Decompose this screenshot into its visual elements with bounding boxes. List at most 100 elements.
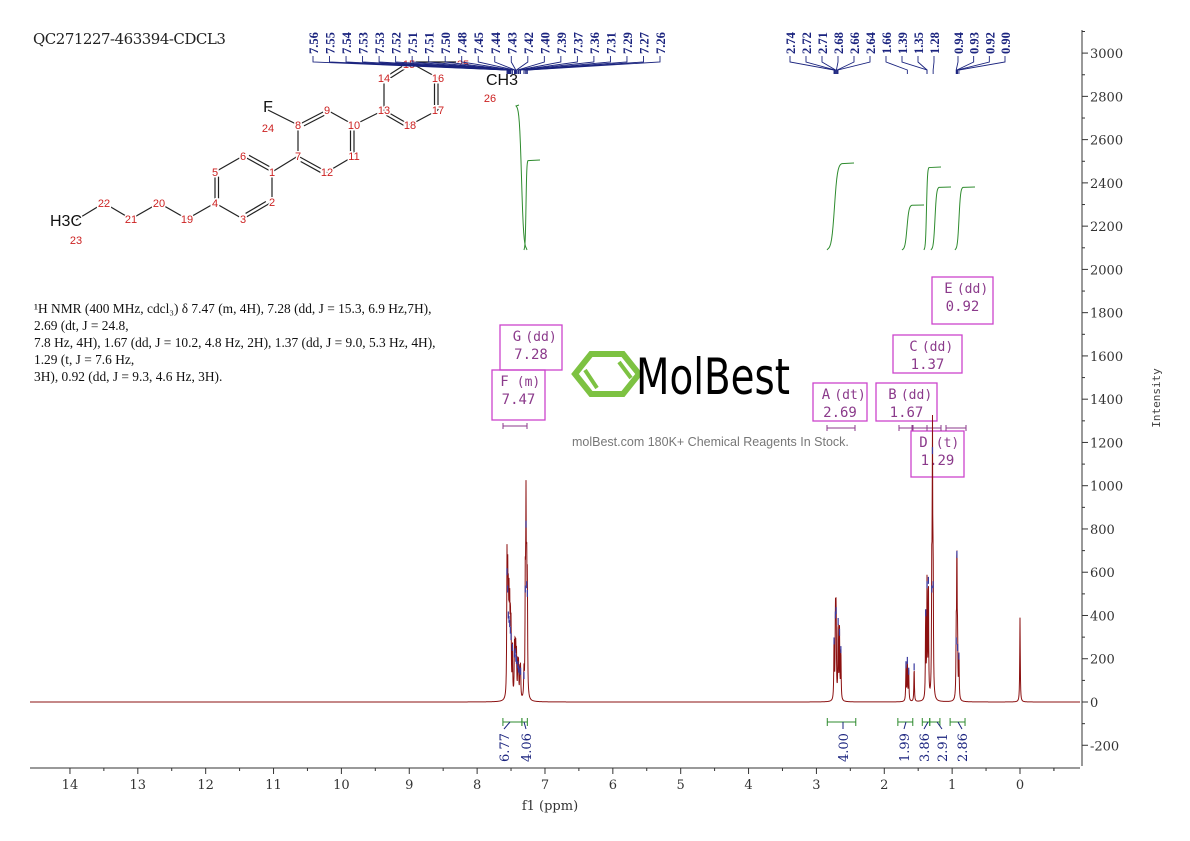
bond-line: [409, 109, 439, 126]
nmr-description-line: 3H), 0.92 (dd, J = 9.3, 4.6 Hz, 3H).: [34, 369, 223, 384]
logo-hexagon-icon: [571, 351, 643, 397]
multiplet-box-frame: [499, 324, 563, 371]
x-tick-label: 11: [265, 778, 282, 793]
multiplet-type: (dd): [957, 282, 988, 297]
integral-curves: [515, 104, 976, 251]
multiplet-letter: C: [909, 339, 917, 355]
x-tick-label: 3: [812, 778, 820, 793]
y-tick-label: 200: [1090, 653, 1115, 668]
multiplet-range-bar: [945, 425, 967, 431]
bond-line: [214, 155, 244, 173]
peak-label-leader: [461, 56, 513, 74]
bond-line: [130, 202, 160, 220]
peak-label: 7.56: [307, 32, 321, 54]
y-axis-label: Intensity: [1150, 368, 1163, 428]
peak-label-leader: [805, 56, 836, 74]
atom-number: 22: [98, 198, 110, 210]
peak-label-leader: [526, 56, 644, 74]
peak-label-leader: [510, 56, 517, 74]
multiplet-letter: A: [822, 387, 831, 403]
x-tick-label: 4: [744, 778, 752, 793]
integral-leader: [503, 721, 511, 730]
x-tick-label: 6: [609, 778, 617, 793]
double-bond-line: [389, 66, 408, 80]
peak-label-leader: [917, 56, 928, 74]
multiplet-letter: E: [944, 281, 952, 297]
peak-label-leader: [477, 56, 515, 74]
peak-label: 2.74: [784, 31, 798, 54]
integral-leader: [957, 721, 963, 730]
atom-number: 23: [70, 235, 82, 247]
peak-label: 7.54: [340, 31, 354, 54]
bond-line: [214, 202, 244, 220]
bond-line: [326, 109, 355, 126]
atom-number: 3: [240, 214, 246, 226]
peak-label: 1.28: [928, 32, 942, 54]
atom-number: 20: [153, 198, 165, 210]
peak-label-leader: [901, 56, 928, 74]
integral-leader: [523, 721, 527, 730]
integral-range-bar: [502, 718, 523, 726]
integral-value: 6.77: [498, 733, 513, 762]
y-tick-label: 600: [1090, 566, 1115, 581]
bond-line: [158, 202, 188, 220]
x-tick-label: 9: [405, 778, 413, 793]
multiplet-shift: 0.92: [946, 299, 980, 315]
integral-curve: [523, 159, 541, 251]
bond-line: [242, 155, 273, 173]
y-tick-label: 0: [1090, 696, 1098, 711]
spectrum-trace: [30, 414, 1080, 703]
peak-label: 7.55: [324, 32, 338, 54]
peak-label-leader: [518, 56, 562, 74]
multiplet-box-a: A (dt) 2.69: [812, 382, 868, 431]
peak-label: 7.53: [357, 32, 371, 54]
bond-line: [353, 109, 385, 126]
peak-label-leader: [516, 56, 529, 74]
atom-number: 6: [240, 151, 246, 163]
integral-leader: [903, 721, 907, 730]
peak-label: 7.27: [637, 32, 651, 54]
multiplet-box-e: E (dd) 0.92: [931, 276, 994, 431]
multiplet-type: (dd): [922, 340, 953, 355]
multiplet-box-frame: [875, 382, 938, 422]
peak-label-leader: [395, 56, 511, 74]
multiplet-box-d: D (t) 1.29: [910, 425, 965, 478]
atom-number: 7: [295, 151, 301, 163]
peak-label: 2.71: [816, 32, 830, 54]
peak-label-leader: [520, 56, 595, 74]
y-tick-label: 1200: [1090, 436, 1123, 451]
multiplet-shift: 1.29: [921, 453, 955, 469]
nmr-description: ¹H NMR (400 MHz, cdcl₃) δ 7.47 (m, 4H), …: [34, 300, 444, 385]
atom-number: 8: [295, 120, 301, 132]
integral-value: 4.00: [837, 733, 852, 762]
spectrum-line: [30, 414, 1080, 703]
peak-label: 7.43: [505, 32, 519, 54]
peak-label-leader: [519, 56, 578, 74]
x-tick-label: 2: [880, 778, 888, 793]
atom-number: 12: [321, 167, 333, 179]
integral-value: 3.86: [918, 733, 933, 762]
peak-label: 1.66: [880, 32, 894, 54]
x-tick-label: 10: [333, 778, 350, 793]
peak-label-leader: [836, 56, 855, 74]
peak-label: 7.50: [439, 32, 453, 54]
y-tick-label: 2800: [1090, 90, 1123, 105]
peak-label-leader: [932, 56, 935, 74]
integral-value: 2.86: [956, 733, 971, 762]
integral-leader: [923, 721, 929, 730]
multiplet-range-bar: [926, 425, 942, 431]
nmr-description-line: 7.8 Hz, 4H), 1.67 (dd, J = 10.2, 4.8 Hz,…: [34, 335, 436, 367]
multiplet-range-bar: [502, 423, 528, 429]
bond-line: [267, 109, 299, 126]
peak-label: 7.53: [373, 32, 387, 54]
methyl-right-label: CH3: [486, 72, 518, 89]
peak-label: 7.42: [522, 32, 536, 54]
y-tick-label: 1800: [1090, 307, 1123, 322]
multiplet-box-frame: [910, 430, 965, 478]
multiplet-type: (m): [517, 375, 540, 390]
multiplet-range-bar: [912, 425, 928, 431]
peak-label-leader: [345, 56, 509, 74]
y-tick-label: 1000: [1090, 480, 1123, 495]
peak-label-leader: [955, 56, 959, 74]
